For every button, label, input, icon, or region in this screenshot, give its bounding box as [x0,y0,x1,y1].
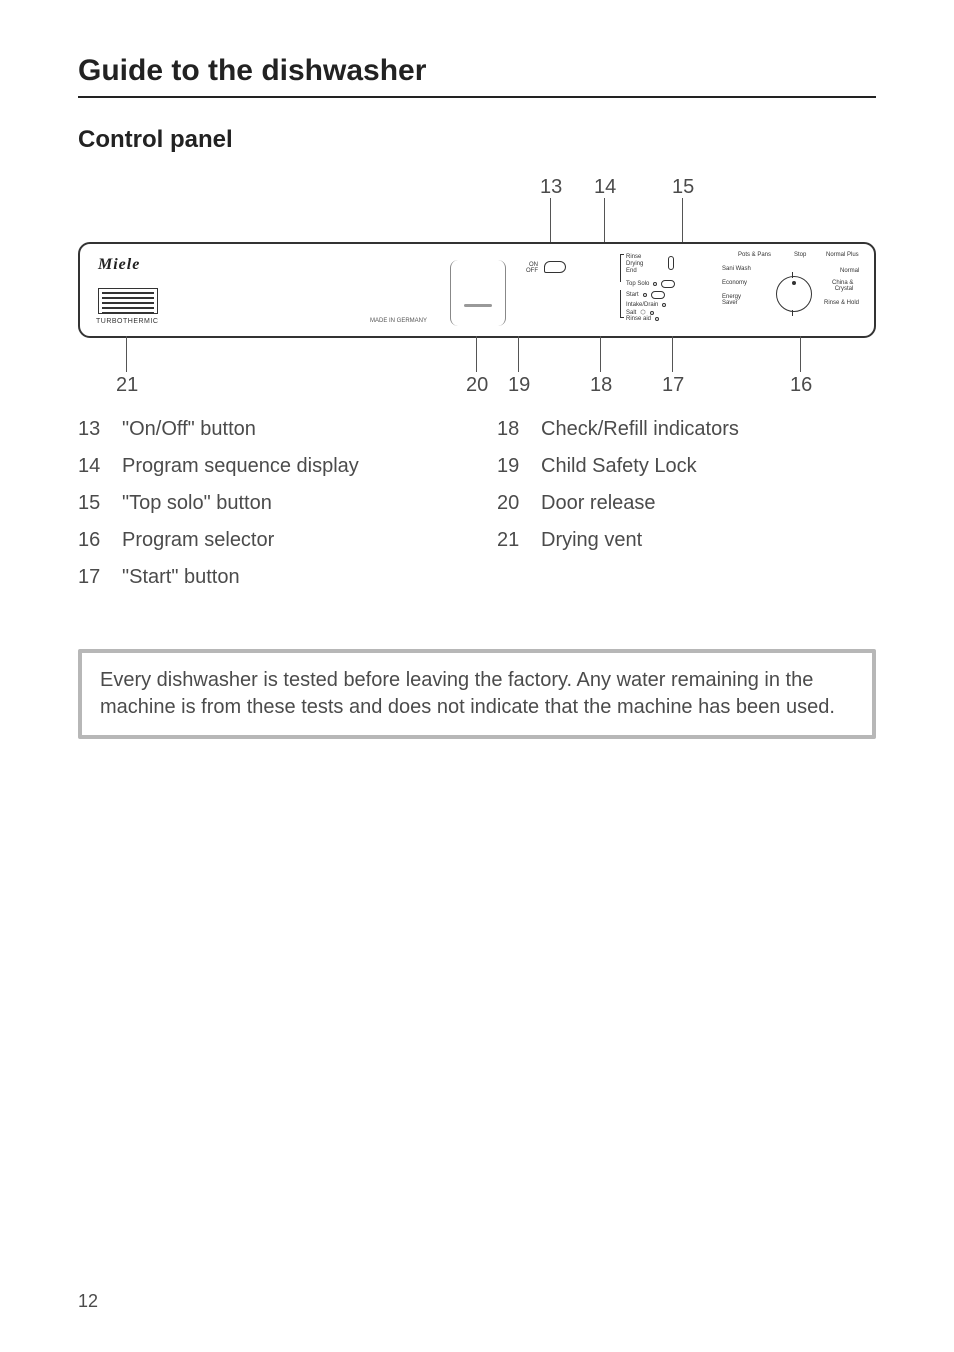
onoff-label: ON OFF [526,262,538,274]
seq-end: End [626,268,637,274]
led-icon [643,293,647,297]
lead-19 [518,336,519,372]
turbothermic-label: TURBOTHERMIC [96,318,158,325]
led-icon [650,311,654,315]
seq-salt: Salt [626,310,636,316]
legend-num: 21 [497,529,541,552]
info-note: Every dishwasher is tested before leavin… [78,649,876,739]
seq-rinse: Rinse [626,254,641,260]
led-icon [662,303,666,307]
lead-16 [800,336,801,372]
legend-col-left: 13"On/Off" button 14Program sequence dis… [78,418,457,603]
legend-row: 13"On/Off" button [78,418,457,441]
legend: 13"On/Off" button 14Program sequence dis… [78,418,876,603]
legend-text: Program sequence display [122,455,359,478]
callout-15: 15 [672,176,694,199]
callout-16: 16 [790,374,812,397]
legend-num: 19 [497,455,541,478]
seq-rinseaid: Rinse aid [626,316,651,322]
start-button[interactable] [651,291,665,299]
seq-intake: Intake/Drain [626,302,658,308]
callout-18: 18 [590,374,612,397]
legend-text: Check/Refill indicators [541,418,739,441]
legend-num: 20 [497,492,541,515]
dial-rinse-hold: Rinse & Hold [824,300,859,306]
callout-21: 21 [116,374,138,397]
made-in-label: MADE IN GERMANY [370,318,427,324]
dial-normal: Normal [840,268,859,274]
title-rule [78,96,876,98]
legend-text: "Top solo" button [122,492,272,515]
legend-num: 17 [78,566,122,589]
legend-num: 13 [78,418,122,441]
drying-vent [98,288,158,314]
legend-row: 15"Top solo" button [78,492,457,515]
dial-stop: Stop [794,252,806,258]
brand-logo: Miele [98,256,140,274]
led-icon [653,282,657,286]
seq-topsolo: Top Solo [626,281,649,287]
top-callouts: 13 14 15 [78,176,876,242]
legend-num: 18 [497,418,541,441]
page-title: Guide to the dishwasher [78,54,876,88]
lead-18 [600,336,601,372]
legend-row: 20Door release [497,492,876,515]
lead-17 [672,336,673,372]
led-icon [655,317,659,321]
callout-17: 17 [662,374,684,397]
seq-drying: Drying [626,261,643,267]
control-panel-outline: Miele TURBOTHERMIC MADE IN GERMANY ON OF… [78,242,876,338]
control-panel-diagram: 13 14 15 Miele TURBOTHERMIC MADE IN GERM… [78,176,876,404]
legend-row: 14Program sequence display [78,455,457,478]
lead-21 [126,336,127,372]
legend-text: Drying vent [541,529,642,552]
legend-row: 16Program selector [78,529,457,552]
section-subtitle: Control panel [78,126,876,154]
callout-19: 19 [508,374,530,397]
onoff-button[interactable] [544,261,566,273]
legend-num: 15 [78,492,122,515]
legend-col-right: 18Check/Refill indicators 19Child Safety… [497,418,876,603]
legend-row: 19Child Safety Lock [497,455,876,478]
legend-num: 14 [78,455,122,478]
door-release-groove [450,260,506,326]
lead-20 [476,336,477,372]
legend-num: 16 [78,529,122,552]
dial-china-crystal: China & Crystal [832,280,853,292]
legend-text: Door release [541,492,656,515]
topsolo-button[interactable] [661,280,675,288]
legend-text: Child Safety Lock [541,455,697,478]
thermometer-icon [668,256,674,270]
page-number: 12 [78,1291,98,1312]
legend-row: 17"Start" button [78,566,457,589]
bottom-callouts: 21 20 19 18 17 16 [78,344,876,404]
dial-economy: Economy [722,280,747,286]
program-sequence-display: Rinse Drying End Top Solo Start Intake/D… [620,254,696,318]
dial-dot-icon [792,281,796,285]
callout-14: 14 [594,176,616,199]
dial-energy-saver: Energy Saver [722,294,741,306]
callout-13: 13 [540,176,562,199]
legend-text: Program selector [122,529,274,552]
legend-row: 18Check/Refill indicators [497,418,876,441]
dial-normal-plus: Normal Plus [826,252,859,258]
door-release-slot [464,304,492,307]
program-selector[interactable]: Pots & Pans Sani Wash Economy Energy Sav… [720,252,870,332]
legend-text: "Start" button [122,566,240,589]
callout-20: 20 [466,374,488,397]
dial-pots-pans: Pots & Pans [738,252,771,258]
legend-row: 21Drying vent [497,529,876,552]
legend-text: "On/Off" button [122,418,256,441]
dial-sani-wash: Sani Wash [722,266,751,272]
seq-start: Start [626,292,639,298]
